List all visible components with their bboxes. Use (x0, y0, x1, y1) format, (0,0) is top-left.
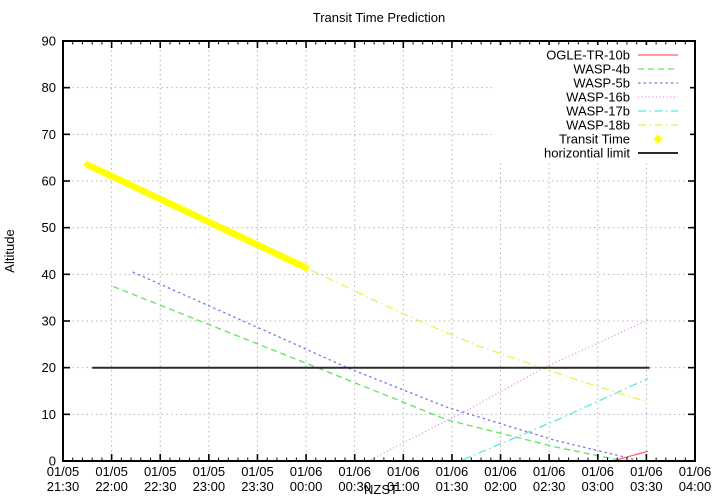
y-tick-label: 60 (42, 174, 56, 189)
series-Transit-Time (83, 160, 311, 272)
x-tick-label-time: 01:30 (436, 479, 469, 494)
x-tick-label-date: 01/06 (630, 464, 663, 479)
legend-layer: OGLE-TR-10bWASP-4bWASP-5bWASP-16bWASP-17… (492, 45, 690, 161)
series-WASP-5b (132, 271, 634, 460)
x-tick-label-date: 01/06 (679, 464, 712, 479)
x-tick-label-time: 00:00 (290, 479, 323, 494)
series-OGLE-TR-10b (615, 450, 649, 461)
x-tick-label-time: 22:30 (144, 479, 177, 494)
series-WASP-4b (112, 285, 618, 461)
x-tick-label-date: 01/06 (484, 464, 517, 479)
x-tick-label-date: 01/05 (95, 464, 128, 479)
legend-marker-Transit-Time (653, 134, 663, 144)
legend-label-WASP-16b: WASP-16b (566, 90, 630, 105)
legend-label-OGLE-TR-10b: OGLE-TR-10b (546, 48, 630, 63)
x-tick-label-time: 02:00 (484, 479, 517, 494)
x-tick-label-time: 03:30 (630, 479, 663, 494)
x-tick-label-time: 23:00 (193, 479, 226, 494)
legend-label-WASP-5b: WASP-5b (573, 76, 630, 91)
legend-label-horizontial-limit: horizontial limit (544, 146, 630, 161)
x-tick-label-time: 00:30 (338, 479, 371, 494)
transit-time-marker (302, 263, 311, 272)
y-tick-label: 80 (42, 80, 56, 95)
legend-label-WASP-18b: WASP-18b (566, 118, 630, 133)
y-tick-label: 20 (42, 360, 56, 375)
y-tick-label: 10 (42, 407, 56, 422)
y-axis-label: Altitude (2, 229, 17, 272)
x-tick-label-date: 01/05 (241, 464, 274, 479)
x-tick-label-time: 23:30 (241, 479, 274, 494)
x-tick-label-time: 04:00 (679, 479, 712, 494)
x-tick-label-date: 01/05 (144, 464, 177, 479)
chart-title: Transit Time Prediction (313, 10, 445, 25)
plot-border (62, 40, 696, 462)
x-axis-label: NZST (364, 482, 398, 497)
x-tick-label-date: 01/06 (290, 464, 323, 479)
y-tick-label: 30 (42, 314, 56, 329)
series-layer (83, 160, 650, 461)
x-tick-label-date: 01/05 (193, 464, 226, 479)
y-tick-label: 0 (49, 454, 56, 469)
x-tick-label-time: 02:30 (533, 479, 566, 494)
x-tick-label-time: 01:00 (387, 479, 420, 494)
y-tick-label: 40 (42, 267, 56, 282)
y-tick-label: 70 (42, 127, 56, 142)
y-tick-label: 50 (42, 220, 56, 235)
x-tick-label-date: 01/06 (533, 464, 566, 479)
x-tick-label-date: 01/06 (436, 464, 469, 479)
legend-label-WASP-4b: WASP-4b (573, 62, 630, 77)
y-tick-label: 90 (42, 34, 56, 49)
axes-layer (62, 40, 696, 462)
series-WASP-18b (87, 164, 649, 403)
x-tick-label-time: 03:00 (581, 479, 614, 494)
tick-labels-layer: 010203040506070809001/0521:3001/0522:000… (42, 34, 712, 495)
x-tick-label-date: 01/06 (387, 464, 420, 479)
legend-label-Transit-Time: Transit Time (559, 132, 630, 147)
x-tick-label-date: 01/05 (47, 464, 80, 479)
x-tick-label-date: 01/06 (581, 464, 614, 479)
legend-label-WASP-17b: WASP-17b (566, 104, 630, 119)
series-WASP-16b (370, 319, 649, 461)
x-tick-label-time: 21:30 (47, 479, 80, 494)
x-tick-label-time: 22:00 (95, 479, 128, 494)
x-tick-label-date: 01/06 (338, 464, 371, 479)
